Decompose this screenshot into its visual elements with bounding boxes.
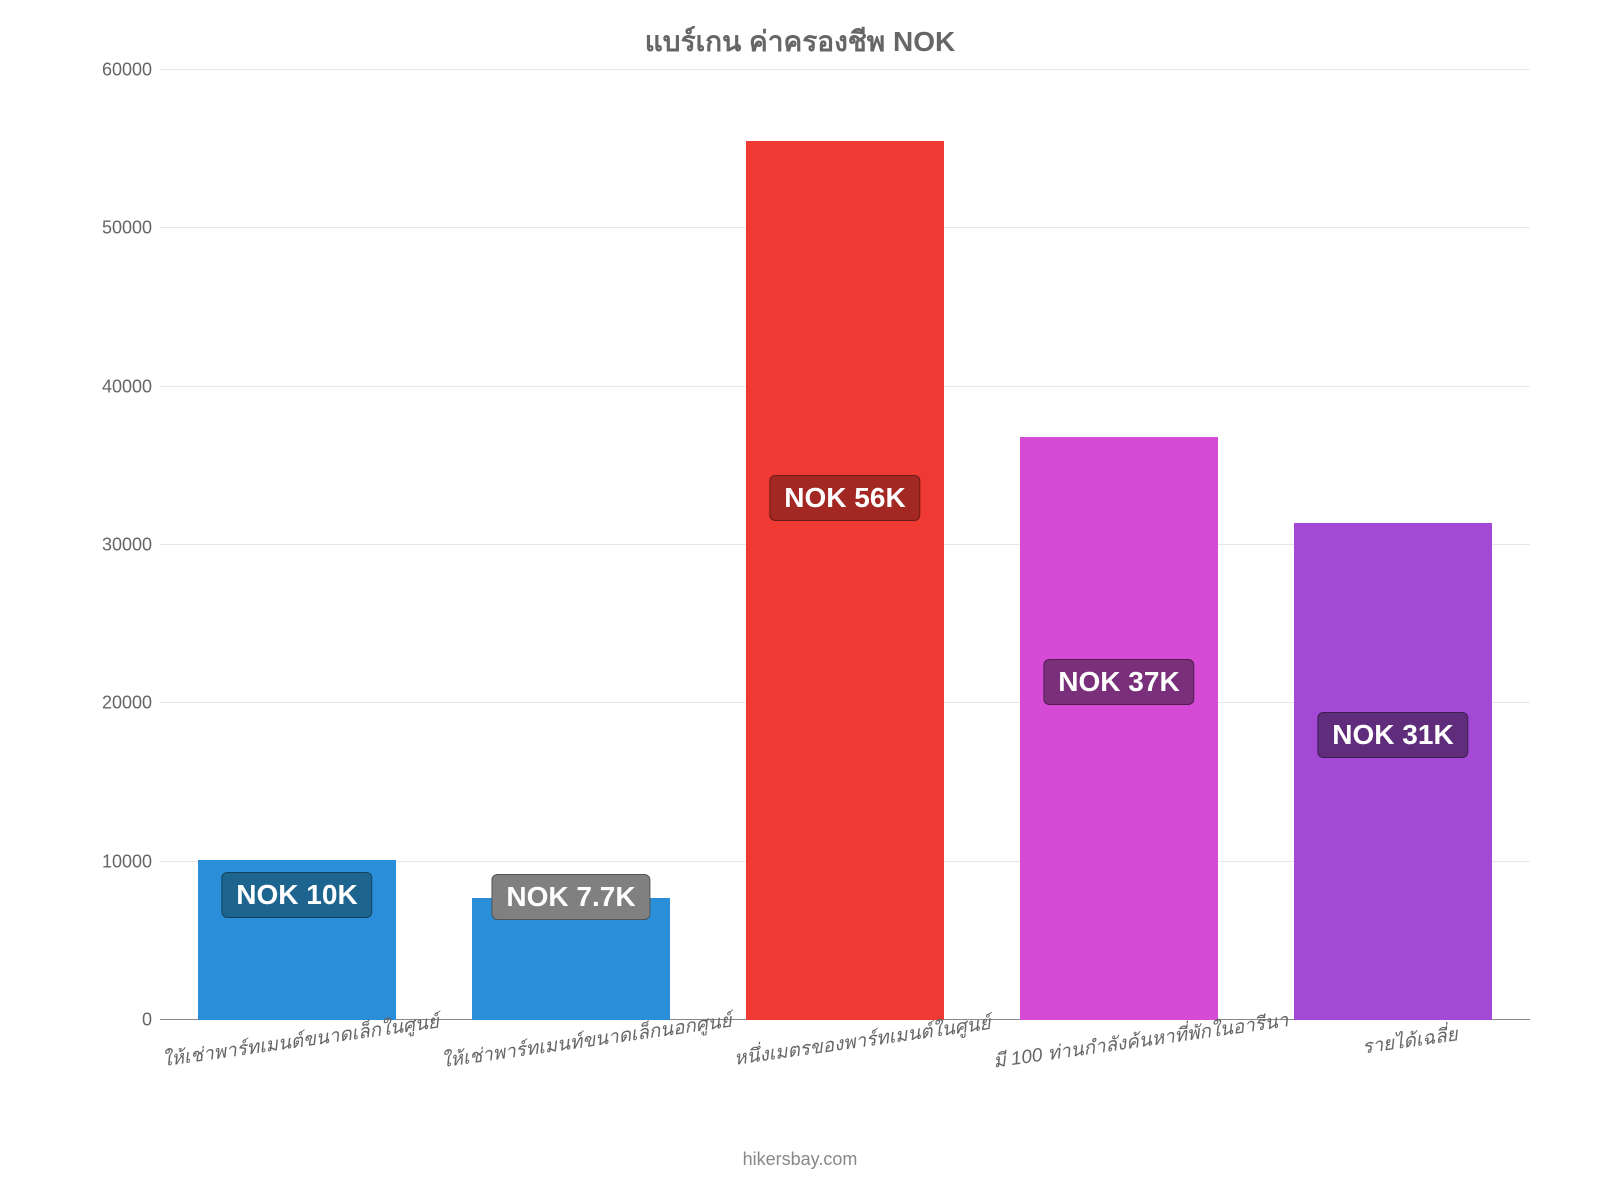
bar-slot: NOK 56K (708, 70, 982, 1020)
bars-container: NOK 10K NOK 7.7K NOK 56K NOK 37K NOK 31K (160, 70, 1530, 1020)
y-tick-label: 40000 (102, 376, 152, 397)
y-tick-label: 30000 (102, 535, 152, 556)
bar: NOK 7.7K (472, 898, 669, 1020)
x-tick-label: ให้เช่าพาร์ทเมนต์ขนาดเล็กในศูนย์ (160, 1020, 439, 1050)
footer-caption: hikersbay.com (0, 1149, 1600, 1170)
y-tick-label: 60000 (102, 60, 152, 81)
bar-value-label: NOK 56K (769, 475, 920, 521)
bar-value-label: NOK 37K (1043, 659, 1194, 705)
y-tick-label: 10000 (102, 851, 152, 872)
bar: NOK 10K (198, 860, 395, 1020)
y-tick-label: 0 (142, 1010, 152, 1031)
plot-area: 0100002000030000400005000060000 NOK 10KN… (70, 70, 1530, 1020)
chart-title: แบร์เกน ค่าครองชีพ NOK (70, 20, 1530, 64)
chart-container: แบร์เกน ค่าครองชีพ NOK 0 10000 20000 30000 4… (70, 20, 1530, 1040)
y-tick-label: 20000 (102, 693, 152, 714)
x-tick-label: รายได้เฉลี่ย (1289, 1020, 1530, 1050)
bar-slot: NOK 31K (1256, 70, 1530, 1020)
x-tick-label: มี 100 ท่านกำลังค้นหาที่พักในอารีนา (991, 1020, 1289, 1050)
x-axis-labels: ให้เช่าพาร์ทเมนต์ขนาดเล็กในศูนย์ให้เช่าพ… (160, 1020, 1530, 1050)
bar-value-label: NOK 31K (1317, 712, 1468, 758)
bar: NOK 31K (1294, 523, 1491, 1020)
y-tick-label: 50000 (102, 218, 152, 239)
x-tick-label: ให้เช่าพาร์ทเมนท์ขนาดเล็กนอกศูนย์ (439, 1020, 732, 1050)
bar-slot: NOK 37K (982, 70, 1256, 1020)
bar-value-label: NOK 7.7K (491, 874, 650, 920)
bar: NOK 56K (746, 141, 943, 1020)
bar-slot: NOK 7.7K (434, 70, 708, 1020)
bar: NOK 37K (1020, 437, 1217, 1020)
y-axis: 0100002000030000400005000060000 (70, 70, 160, 1020)
x-tick-label: หนึ่งเมตรของพาร์ทเมนต์ในศูนย์ (732, 1020, 991, 1050)
bar-slot: NOK 10K (160, 70, 434, 1020)
bar-value-label: NOK 10K (221, 872, 372, 918)
